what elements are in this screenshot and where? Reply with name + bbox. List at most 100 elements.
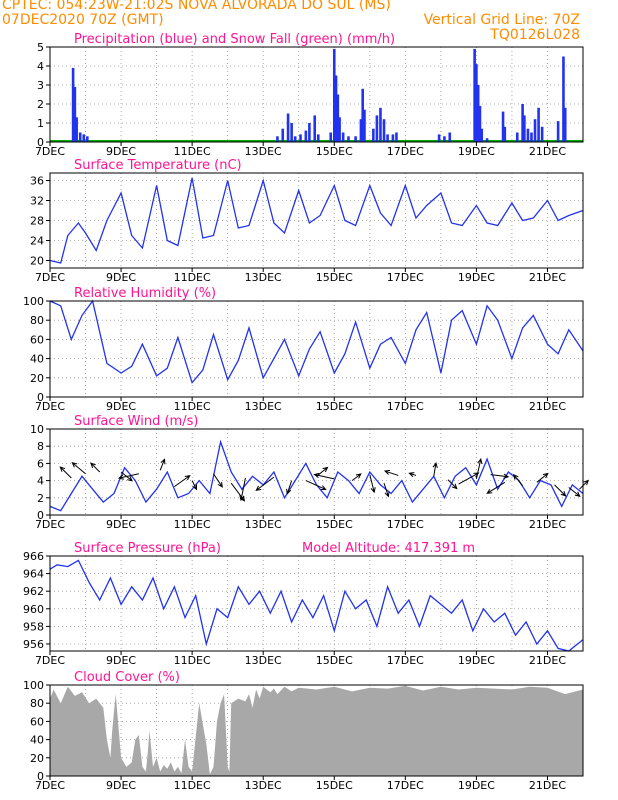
panel-frame [49,428,584,516]
panel-frame [49,300,584,398]
precip-bar [293,136,297,142]
wind-vector-arrow [305,480,327,491]
wind-vector-arrow [159,458,166,471]
precip-bar [286,113,290,142]
wind-vector-arrow [313,472,335,480]
precip-bar [540,126,544,142]
wind-vector-arrow [408,472,417,478]
header-location: CPTEC: 054:23W-21:02S NOVA ALVORADA DO S… [2,0,391,13]
wind-vector-arrow [490,473,510,479]
wind-vector-arrow [174,474,191,488]
precip-bar [382,119,386,142]
y-tick-label: 2 [37,492,44,505]
precip-bar [313,115,317,142]
precip-bar [391,134,395,142]
precip-bar [82,134,86,142]
wind-vector-arrow [90,462,101,473]
panel-frame [49,555,584,652]
panel-frame [49,684,584,777]
cloud-title: Cloud Cover (%) [74,670,180,685]
precip-title: Precipitation (blue) and Snow Fall (gree… [74,32,395,47]
y-tick-label: 20 [30,255,44,268]
x-tick-label: 17DEC [387,779,424,792]
precip-bar [480,128,484,142]
y-tick-label: 960 [23,603,44,616]
wind-vector-arrow [432,461,438,477]
precip-bar [276,136,279,142]
wind-vector-arrow [513,473,523,487]
wind-title: Surface Wind (m/s) [74,414,198,429]
precip-bar [372,128,375,142]
x-tick-label: 15DEC [316,518,353,531]
y-tick-label: 0 [37,770,44,783]
x-tick-label: 15DEC [316,654,353,667]
temp-series-line [49,177,584,264]
x-tick-label: 19DEC [458,145,495,158]
wind-vector-arrow [568,487,581,497]
x-tick-label: 15DEC [316,779,353,792]
precip-bar [448,132,452,142]
y-tick-label: 1 [37,117,44,130]
x-tick-label: 17DEC [387,518,424,531]
x-tick-label: 13DEC [245,145,282,158]
precip-bar [86,136,89,142]
x-tick-label: 17DEC [387,271,424,284]
y-tick-label: 28 [30,215,44,228]
x-tick-label: 13DEC [245,271,282,284]
y-tick-label: 20 [30,752,44,765]
y-tick-label: 4 [37,60,44,73]
x-tick-label: 21DEC [529,271,566,284]
precip-bar [361,88,364,142]
precip-bar [71,67,75,142]
precip-bar [73,86,77,142]
precip-bar [363,109,366,142]
precip-bar [304,130,308,142]
precip-bar [329,132,333,142]
x-tick-label: 19DEC [458,518,495,531]
cloud-cover-area [50,685,583,776]
x-tick-label: 7DEC [35,145,65,158]
y-tick-label: 0 [37,509,44,522]
x-tick-label: 21DEC [529,518,566,531]
y-tick-label: 40 [30,353,44,366]
x-tick-label: 7DEC [35,779,65,792]
precip-bar [530,132,533,142]
y-tick-label: 80 [30,697,44,710]
wind-vector-arrow [255,476,275,492]
precip-bar [562,56,565,142]
x-tick-label: 7DEC [35,400,65,413]
y-tick-label: 40 [30,734,44,747]
y-tick-label: 5 [37,41,44,54]
precip-bar [478,105,482,142]
y-tick-label: 60 [30,715,44,728]
cloud-panel: 0 20 40 60 80 100 7DEC 9DEC 11DEC 13DEC 15DEC 17DEC… [23,670,584,792]
wind-vector-arrow [59,466,72,479]
precip-bar [523,115,526,142]
wind-vector-arrow [71,461,86,475]
x-tick-label: 15DEC [316,271,353,284]
precip-bar [354,136,357,142]
x-tick-label: 7DEC [35,654,65,667]
precip-panel: 0 1 2 3 4 5 7DEC 9DEC 11DEC 13DEC 15DEC 17DEC 19DEC 2… [35,32,584,158]
precip-bar [316,134,320,142]
y-tick-label: 962 [23,585,44,598]
pres-extra-label: Model Altitude: 417.391 m [302,541,475,556]
pres-panel: 956 958 960 962 964 966 7DEC 9DEC 11DEC 13DEC 15DE… [23,541,584,667]
precip-bar [526,128,530,142]
precip-bar [75,117,78,142]
precip-bar [78,132,82,142]
x-tick-label: 17DEC [387,654,424,667]
precip-bar [537,107,540,142]
wind-vector-arrow [447,479,458,490]
wind-vector-arrow [383,483,390,498]
x-tick-label: 21DEC [529,779,566,792]
header-date: 07DEC2020 70Z (GMT) [2,12,164,28]
wind-vector-arrow [286,480,293,495]
y-tick-label: 956 [23,638,44,651]
precip-bar [475,64,478,142]
y-tick-label: 24 [30,235,44,248]
y-tick-label: 80 [30,314,44,327]
precip-bar [341,132,345,142]
precip-bar [281,128,285,142]
y-tick-label: 0 [37,136,44,149]
